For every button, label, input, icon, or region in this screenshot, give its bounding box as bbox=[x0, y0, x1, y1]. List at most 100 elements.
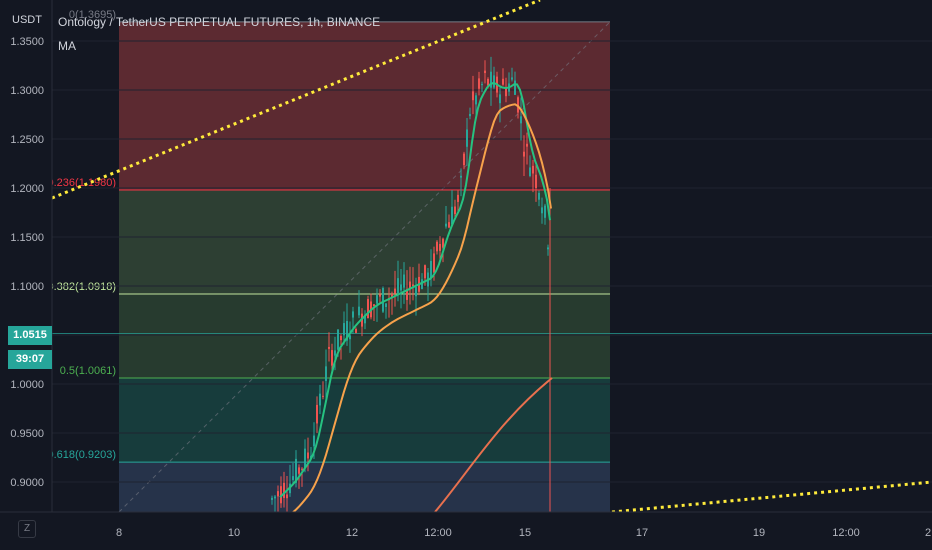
candle-body bbox=[505, 87, 507, 97]
symbol-title[interactable]: Ontology / TetherUS PERPETUAL FUTURES, 1… bbox=[58, 15, 381, 29]
price-tick-label: 0.9000 bbox=[10, 477, 44, 489]
candle-body bbox=[514, 80, 516, 95]
candle-body bbox=[313, 435, 315, 447]
candle-body bbox=[460, 175, 462, 178]
candle-body bbox=[517, 97, 519, 113]
candle-body bbox=[271, 497, 273, 500]
candle-body bbox=[472, 91, 474, 101]
ma-slow-line bbox=[434, 377, 553, 513]
fib-level-label: 0(1.3695) bbox=[69, 9, 116, 21]
candle-body bbox=[376, 295, 378, 304]
candle-body bbox=[274, 496, 276, 499]
time-tick-label: 12:00 bbox=[424, 527, 452, 539]
candle-body bbox=[409, 281, 411, 290]
fibonacci-retracement[interactable]: 0(1.3695) 0.236(1.1980) 0.382(1.0918) 0.5(1… bbox=[48, 9, 611, 513]
candle-body bbox=[406, 289, 408, 300]
bar-countdown-tag: 39:07 bbox=[8, 350, 52, 369]
candle-body bbox=[463, 153, 465, 166]
candle-body bbox=[403, 274, 405, 288]
candle-body bbox=[400, 284, 402, 291]
price-tick-label: 1.2000 bbox=[10, 183, 44, 195]
candle-body bbox=[484, 70, 486, 74]
candle-body bbox=[322, 395, 324, 397]
time-tick-label: 19 bbox=[753, 527, 765, 539]
time-tick-label: 12 bbox=[346, 527, 358, 539]
candle-body bbox=[487, 78, 489, 86]
time-tick-label: 12:00 bbox=[832, 527, 860, 539]
candle-body bbox=[325, 366, 327, 381]
candle-body bbox=[319, 393, 321, 406]
candle-body bbox=[442, 238, 444, 248]
candle-body bbox=[391, 293, 393, 298]
candle-body bbox=[478, 78, 480, 89]
candle-body bbox=[532, 165, 534, 174]
candle-body bbox=[280, 486, 282, 504]
candle-body bbox=[469, 113, 471, 117]
candle-body bbox=[493, 75, 495, 88]
candle-body bbox=[529, 167, 531, 177]
candle-body bbox=[385, 303, 387, 307]
candle-body bbox=[520, 116, 522, 124]
price-tick-label: 1.1500 bbox=[10, 232, 44, 244]
candle-body bbox=[415, 286, 417, 297]
ma-mid-line bbox=[289, 103, 552, 516]
candle-body bbox=[526, 143, 528, 147]
price-tick-label: 1.1000 bbox=[10, 281, 44, 293]
chart-grid bbox=[52, 40, 932, 483]
indicator-label-ma[interactable]: MA bbox=[58, 39, 76, 53]
candle-body bbox=[541, 207, 543, 214]
moving-average-lines bbox=[279, 82, 553, 516]
candle-body bbox=[355, 329, 357, 333]
candle-body bbox=[316, 404, 318, 424]
price-tick-label: 1.0000 bbox=[10, 379, 44, 391]
candle-body bbox=[481, 84, 483, 86]
price-tick-label: 0.9500 bbox=[10, 428, 44, 440]
candle-body bbox=[295, 458, 297, 483]
candle-body bbox=[451, 206, 453, 225]
price-unit-label[interactable]: USDT bbox=[12, 14, 42, 26]
price-tick-label: 1.3000 bbox=[10, 85, 44, 97]
candle-body bbox=[277, 491, 279, 497]
last-price-tag: 1.0515 bbox=[8, 326, 52, 345]
candle-body bbox=[535, 174, 537, 189]
time-tick-label: 2 bbox=[925, 527, 931, 539]
candle-body bbox=[397, 278, 399, 294]
candle-body bbox=[448, 222, 450, 228]
trendlines[interactable] bbox=[51, 0, 932, 514]
fib-zone bbox=[119, 294, 610, 379]
candle-body bbox=[286, 494, 288, 499]
candle-body bbox=[421, 279, 423, 289]
fib-trend-line bbox=[118, 21, 611, 513]
candle-body bbox=[394, 288, 396, 294]
fib-level-label: 0.382(1.0918) bbox=[48, 281, 117, 293]
candle-body bbox=[334, 350, 336, 356]
fib-level-label: 0.5(1.0061) bbox=[60, 365, 116, 377]
candle-body bbox=[352, 311, 354, 318]
candle-body bbox=[307, 452, 309, 459]
candle-body bbox=[511, 77, 513, 80]
candle-body bbox=[424, 265, 426, 279]
candle-body bbox=[346, 320, 348, 341]
candle-body bbox=[457, 194, 459, 202]
candle-body bbox=[547, 247, 549, 250]
candle-body bbox=[475, 95, 477, 105]
candle-body bbox=[430, 260, 432, 279]
time-tick-label: 17 bbox=[636, 527, 648, 539]
candle-body bbox=[382, 288, 384, 312]
price-tick-label: 1.2500 bbox=[10, 134, 44, 146]
timezone-icon[interactable]: Z bbox=[18, 520, 36, 538]
price-tick-label: 1.3500 bbox=[10, 36, 44, 48]
candle-body bbox=[340, 335, 342, 341]
candle-body bbox=[337, 329, 339, 350]
candle-body bbox=[331, 350, 333, 366]
ma-fast-line bbox=[279, 82, 551, 498]
candle-body bbox=[490, 71, 492, 88]
candle-body bbox=[349, 335, 351, 340]
candle-body bbox=[364, 314, 366, 324]
candle-body bbox=[367, 299, 369, 319]
candle-body bbox=[466, 129, 468, 147]
candle-body bbox=[499, 94, 501, 104]
candle-body bbox=[433, 253, 435, 273]
fib-zone bbox=[119, 21, 610, 190]
